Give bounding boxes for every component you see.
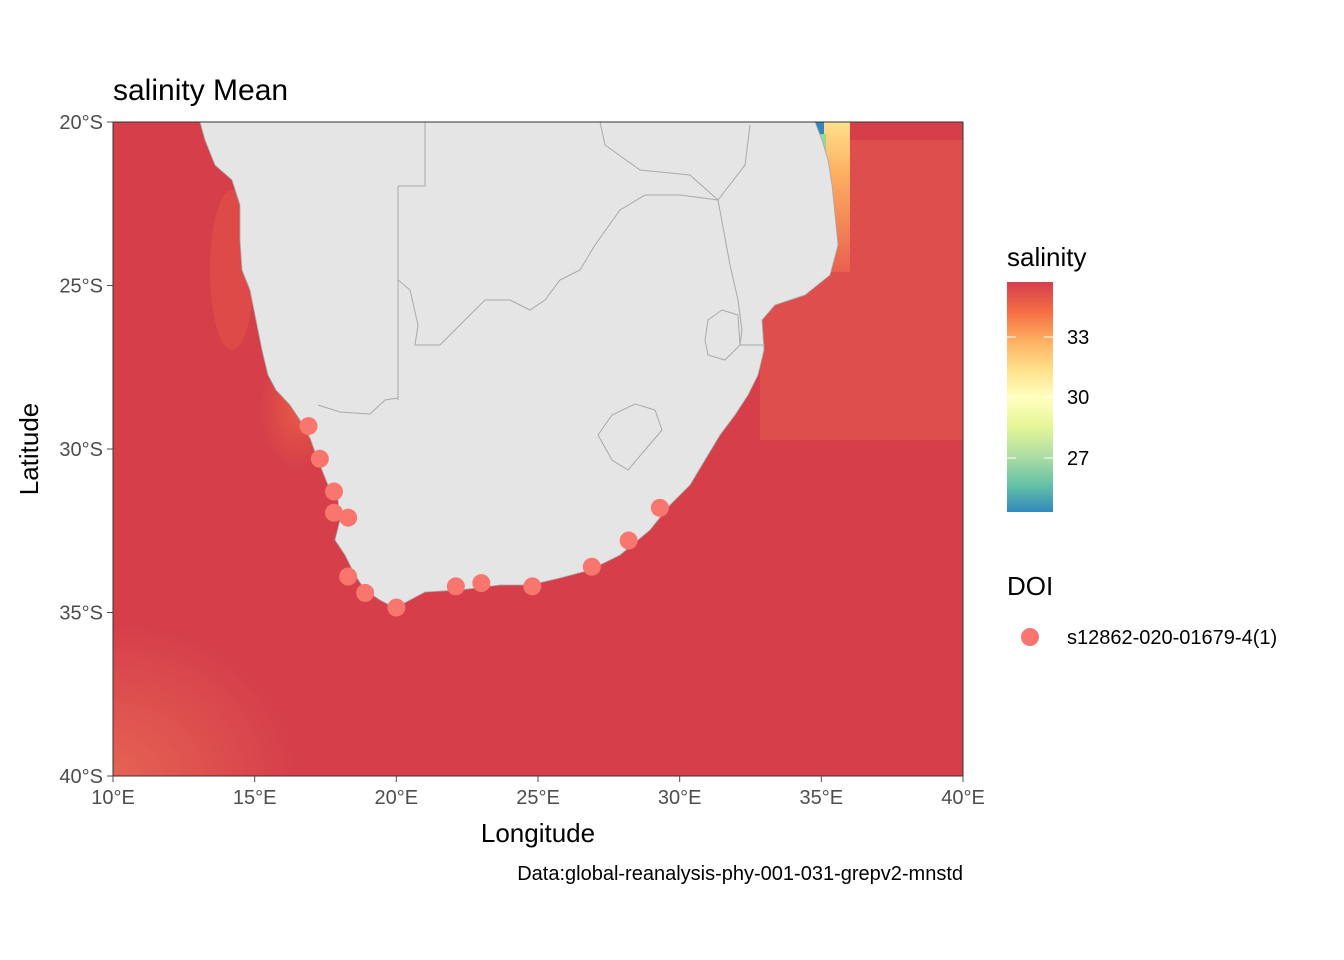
y-tick-label: 35°S (59, 603, 103, 625)
eswatini-border (704, 309, 741, 361)
data-source-caption: Data:global-reanalysis-phy-001-031-grepv… (517, 863, 963, 885)
sample-point (472, 574, 491, 593)
x-tick-label: 20°E (375, 787, 419, 809)
doi-legend-title: DOI (1007, 571, 1053, 601)
x-tick-label: 35°E (800, 787, 844, 809)
sample-point (582, 557, 601, 576)
zimbabwe-zambia-border (599, 122, 719, 201)
country-borders (317, 122, 765, 471)
sample-point (339, 567, 358, 586)
namibia-angola-border (398, 122, 426, 187)
y-axis-title: Latitude (14, 403, 44, 496)
x-axis-title: Longitude (481, 818, 595, 848)
salinity-legend-title: salinity (1007, 242, 1086, 272)
lesotho-border (597, 403, 663, 471)
mozambique-malawi-border (717, 124, 751, 201)
zimbabwe-mozambique-border (717, 199, 765, 346)
limpopo-border (397, 194, 719, 346)
sample-point (299, 417, 318, 436)
doi-points (299, 417, 669, 617)
y-tick-label: 30°S (59, 439, 103, 461)
y-tick-label: 20°S (59, 112, 103, 134)
doi-legend-key (1021, 628, 1039, 646)
x-axis: 10°E 15°E 20°E 25°E 30°E 35°E 40°E (91, 776, 985, 809)
sample-point (650, 498, 669, 517)
x-tick-label: 40°E (941, 787, 985, 809)
sample-point (446, 577, 465, 596)
plot-title: salinity Mean (113, 74, 288, 107)
colorbar-label-33: 33 (1067, 327, 1089, 349)
sample-point (356, 583, 375, 602)
x-tick-label: 15°E (233, 787, 277, 809)
x-tick-label: 30°E (658, 787, 702, 809)
y-tick-label: 25°S (59, 276, 103, 298)
mozambique-freshwater-cell (814, 122, 824, 134)
map-panel (113, 122, 963, 776)
x-tick-label: 25°E (516, 787, 560, 809)
salinity-southwest-gradient (113, 560, 373, 776)
sample-point (387, 598, 406, 617)
y-axis: 20°S 25°S 30°S 35°S 40°S (59, 112, 113, 788)
colorbar-label-30: 30 (1067, 387, 1089, 409)
sample-point (325, 482, 343, 501)
sample-point (339, 508, 358, 527)
salinity-legend: salinity 33 30 27 (1007, 242, 1089, 512)
southern-africa-landmass (199, 122, 839, 609)
colorbar-label-27: 27 (1067, 448, 1089, 470)
y-tick-label: 40°S (59, 766, 103, 788)
sample-point (325, 503, 343, 522)
sample-point (310, 449, 329, 468)
x-tick-label: 10°E (91, 787, 135, 809)
sample-point (523, 577, 542, 596)
sample-point (619, 531, 638, 550)
doi-legend: DOI s12862-020-01679-4(1) (1007, 571, 1277, 649)
doi-legend-label: s12862-020-01679-4(1) (1067, 627, 1277, 649)
orange-river-border (317, 397, 399, 415)
